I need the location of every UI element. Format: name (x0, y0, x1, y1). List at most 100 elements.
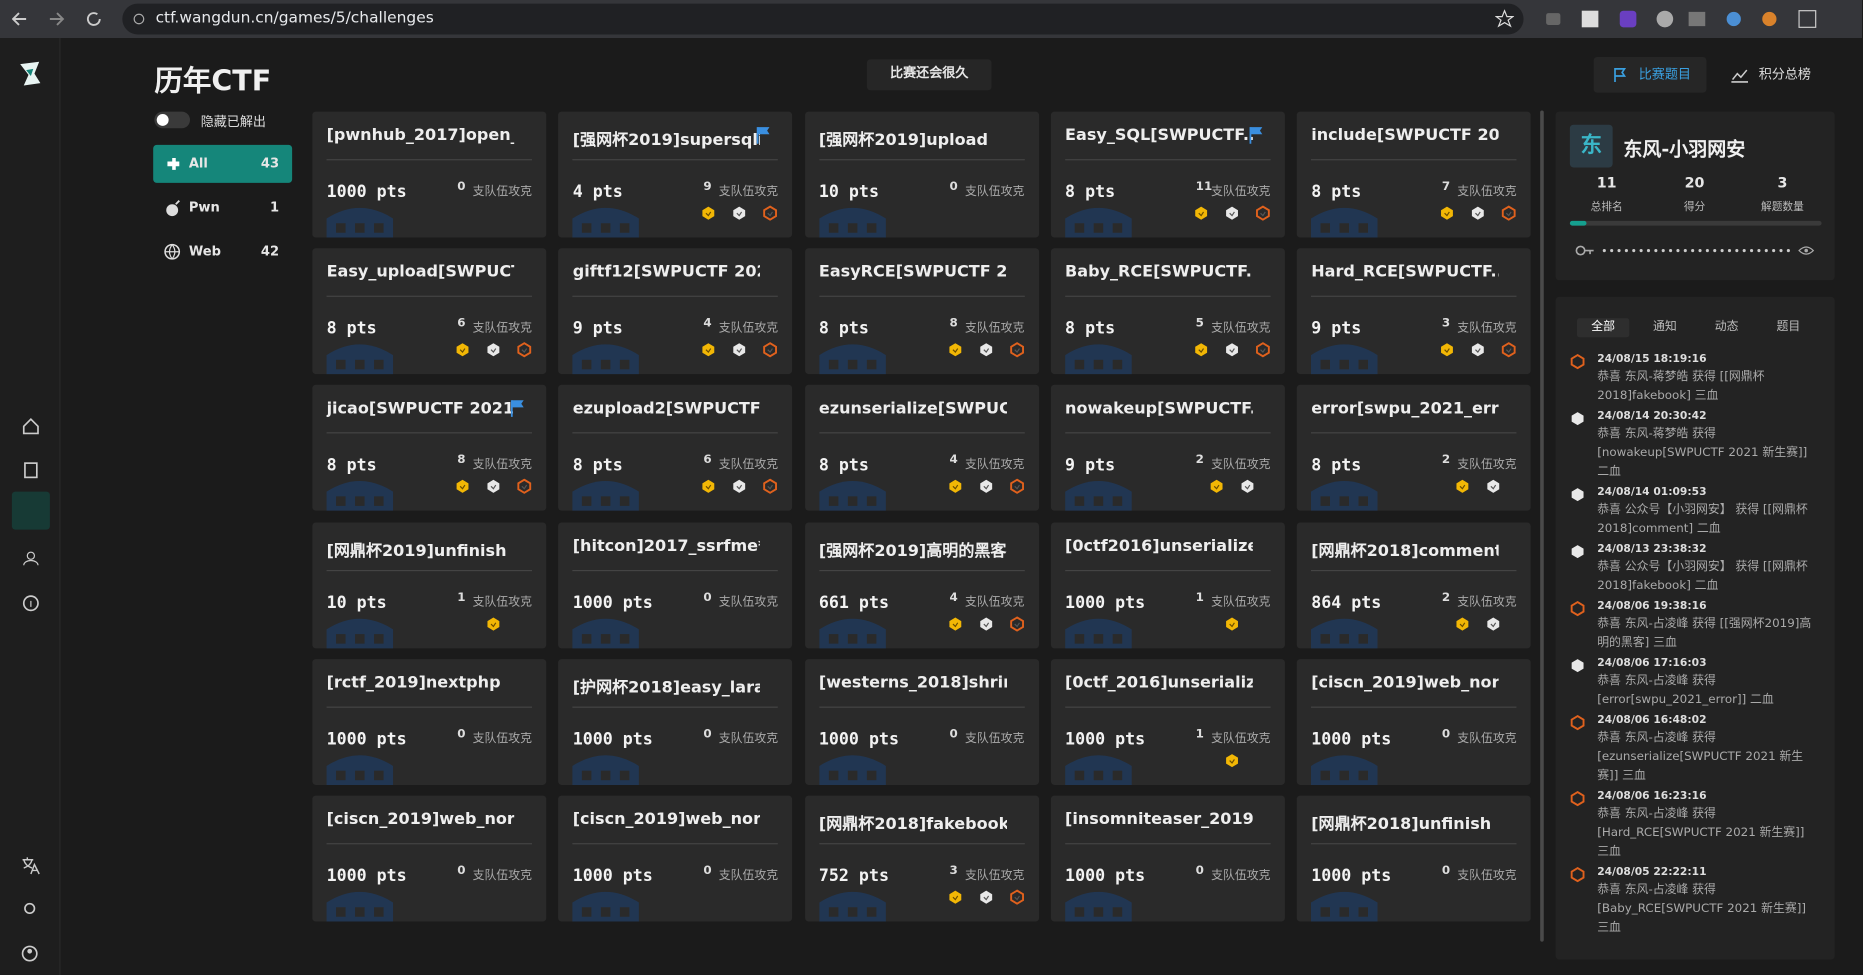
stat-label: 总排名 (1590, 201, 1623, 214)
challenge-score: 4 pts (572, 182, 623, 202)
challenge-card[interactable]: jicao[SWPUCTF 2021 ... 8 pts 8 支队伍攻克 (312, 385, 547, 512)
blood-medal (487, 343, 500, 357)
challenge-card[interactable]: [ciscn_2019]web_norther 1000 pts 0 支队伍攻克 (558, 795, 793, 922)
feed-tab[interactable]: 全部 (1577, 318, 1630, 338)
challenge-title: Easy_upload[SWPUCTF... (326, 262, 515, 282)
divider (326, 706, 532, 708)
challenge-title: [insomniteaser_2019]l33t (1065, 809, 1253, 829)
feed-tab[interactable]: 动态 (1714, 320, 1739, 334)
challenge-card[interactable]: [0ctf_2016]unserialize 1000 pts 1 支队伍攻克 (1050, 658, 1285, 785)
challenge-score: 8 pts (1311, 456, 1362, 476)
challenge-card[interactable]: [网鼎杯2019]unfinish 10 pts 1 支队伍攻克 (312, 522, 547, 648)
challenge-card[interactable]: [网鼎杯2018]fakebook 752 pts 3 支队伍攻克 (804, 795, 1039, 922)
challenge-card[interactable]: Hard_RCE[SWPUCTF... 9 pts 3 支队伍攻克 (1296, 248, 1531, 375)
feed-item: 24/08/05 22:22:11 恭喜 东风-占凌峰 获得 [Baby_RCE[… (1570, 866, 1819, 938)
stat-label: 解题数量 (1761, 201, 1804, 214)
feed-time: 24/08/14 20:30:42 (1597, 410, 1707, 423)
category-count: 43 (260, 155, 280, 171)
nav-icons[interactable] (21, 416, 40, 654)
watermark (1311, 481, 1378, 512)
challenge-card[interactable]: Baby_RCE[SWPUCTF... 8 pts 5 支队伍攻克 (1050, 248, 1285, 375)
category-2[interactable]: Web 42 (153, 233, 292, 271)
challenge-card[interactable]: [pwnhub_2017]open_wee 1000 pts 0 支队伍攻克 (312, 111, 547, 238)
blood-medal (733, 206, 746, 220)
challenge-card[interactable]: [hitcon]2017_ssrfme* 1000 pts 0 支队伍攻克 (558, 522, 793, 648)
solve-label: 支队伍攻克 (964, 595, 1025, 609)
challenge-card[interactable]: nowakeup[SWPUCTF... 9 pts 2 支队伍攻克 (1050, 385, 1285, 512)
challenge-title: include[SWPUCTF 202... (1311, 125, 1499, 145)
divider (1065, 843, 1271, 845)
challenge-score: 8 pts (1311, 182, 1362, 202)
team-avatar: 东 (1569, 124, 1613, 168)
tab-challenges[interactable]: 比赛题目 (1593, 57, 1707, 93)
blood-medal (979, 890, 992, 904)
feed-tab[interactable]: 题目 (1776, 320, 1801, 334)
challenge-score: 9 pts (1311, 319, 1362, 339)
solve-count: 0 (703, 864, 712, 878)
solve-count: 2 (1441, 590, 1451, 604)
challenge-card[interactable]: [护网杯2018]easy_laravel 1000 pts 0 支队伍攻克 (558, 658, 793, 785)
extensions[interactable] (1544, 7, 1841, 31)
blood-medal (1255, 342, 1270, 358)
challenge-card[interactable]: ezunserialize[SWPUCT... 8 pts 4 支队伍攻克 (804, 385, 1039, 512)
address-bar[interactable]: ctf.wangdun.cn/games/5/challenges (122, 3, 1524, 35)
watermark (818, 618, 886, 648)
challenge-title: [网鼎杯2019]unfinish (326, 541, 507, 561)
blood-medal (487, 480, 500, 494)
challenge-card[interactable]: giftf12[SWPUCTF 2021... 9 pts 4 支队伍攻克 (558, 248, 793, 375)
challenge-card[interactable]: [ciscn_2019]web_norther 1000 pts 0 支队伍攻克 (1296, 658, 1531, 785)
challenge-card[interactable]: [网鼎杯2018]unfinish 1000 pts 0 支队伍攻克 (1296, 795, 1531, 922)
tab-label: 积分总榜 (1758, 66, 1811, 82)
challenge-card[interactable]: ezupload2[SWPUCTF... 8 pts 6 支队伍攻克 (558, 385, 793, 512)
feed-item: 24/08/06 19:38:16 恭喜 东风-占凌峰 获得 [[强网杯2019]… (1570, 600, 1819, 653)
watermark (1065, 207, 1132, 238)
blood-medal (1195, 343, 1207, 357)
nav-buttons[interactable] (11, 10, 107, 29)
solve-count: 0 (457, 180, 466, 194)
solve-label: 支队伍攻克 (718, 869, 779, 883)
challenge-title: [网鼎杯2018]comment (1311, 541, 1499, 561)
divider (1311, 432, 1517, 434)
solve-label: 支队伍攻克 (718, 185, 779, 199)
challenge-card[interactable]: [强网杯2019]upload 10 pts 0 支队伍攻克 (804, 111, 1039, 238)
tab-scoreboard[interactable]: 积分总榜 (1716, 57, 1829, 93)
challenge-card[interactable]: [网鼎杯2018]comment 864 pts 2 支队伍攻克 (1296, 522, 1531, 648)
watermark (1311, 207, 1378, 238)
divider (572, 843, 779, 845)
team-name: 东风-小羽网安 (1623, 137, 1746, 161)
challenge-card[interactable]: Easy_upload[SWPUCTF... 8 pts 6 支队伍攻克 (312, 248, 547, 375)
scrollbar[interactable] (1540, 110, 1544, 942)
category-1[interactable]: Pwn 1 (153, 189, 292, 227)
blood-medal (517, 342, 532, 358)
divider (818, 295, 1025, 298)
challenge-card[interactable]: [westerns_2018]shrine 1000 pts 0 支队伍攻克 (804, 658, 1039, 785)
challenge-card[interactable]: [ciscn_2019]web_norther 1000 pts 0 支队伍攻克 (312, 795, 547, 922)
footer-icons[interactable] (20, 855, 41, 974)
feed-text: 恭喜 公众号【小羽网安】 获得 [[网鼎杯2018]comment] 二血 (1597, 503, 1808, 536)
solve-label: 支队伍攻克 (718, 732, 779, 746)
browser-bar: ctf.wangdun.cn/games/5/challenges (0, 0, 1862, 38)
feed-time: 24/08/13 23:38:32 (1597, 543, 1707, 556)
challenge-card[interactable]: EasyRCE[SWPUCTF 20... 8 pts 8 支队伍攻克 (804, 248, 1039, 375)
solve-count: 6 (703, 454, 712, 468)
hide-solved-toggle[interactable] (154, 111, 190, 129)
logo[interactable] (17, 59, 43, 88)
challenge-title: [网鼎杯2018]fakebook (818, 814, 1007, 834)
challenge-card[interactable]: [rctf_2019]nextphp 1000 pts 0 支队伍攻克 (312, 658, 547, 785)
challenge-card[interactable]: Easy_SQL[SWPUCTF... 8 pts 11 支队伍攻克 (1050, 111, 1285, 238)
challenge-card[interactable]: [insomniteaser_2019]l33t 1000 pts 0 支队伍攻克 (1050, 795, 1285, 922)
feed-blood-icon (1570, 600, 1585, 617)
blood-medal (1441, 343, 1454, 357)
challenge-card[interactable]: error[swpu_2021_error] 8 pts 2 支队伍攻克 (1296, 385, 1531, 512)
bookmark-star[interactable] (1495, 9, 1515, 29)
challenge-card[interactable]: include[SWPUCTF 202... 8 pts 7 支队伍攻克 (1296, 111, 1531, 238)
blood-medal (1225, 753, 1238, 767)
challenge-card[interactable]: [0ctf2016]unserialize 1000 pts 1 支队伍攻克 (1050, 522, 1285, 648)
feed-tab[interactable]: 通知 (1653, 320, 1677, 334)
solve-label: 支队伍攻克 (718, 458, 779, 472)
challenge-card[interactable]: [强网杯2019]supersqli 4 pts 9 支队伍攻克 (558, 111, 793, 238)
feed-blood-icon (1570, 714, 1585, 731)
challenge-card[interactable]: [强网杯2019]高明的黑客 661 pts 4 支队伍攻克 (804, 522, 1039, 648)
feed-text: 恭喜 东风-占凌峰 获得 [error[swpu_2021_error]] 二血 (1597, 674, 1774, 707)
category-0[interactable]: All 43 (153, 144, 293, 183)
